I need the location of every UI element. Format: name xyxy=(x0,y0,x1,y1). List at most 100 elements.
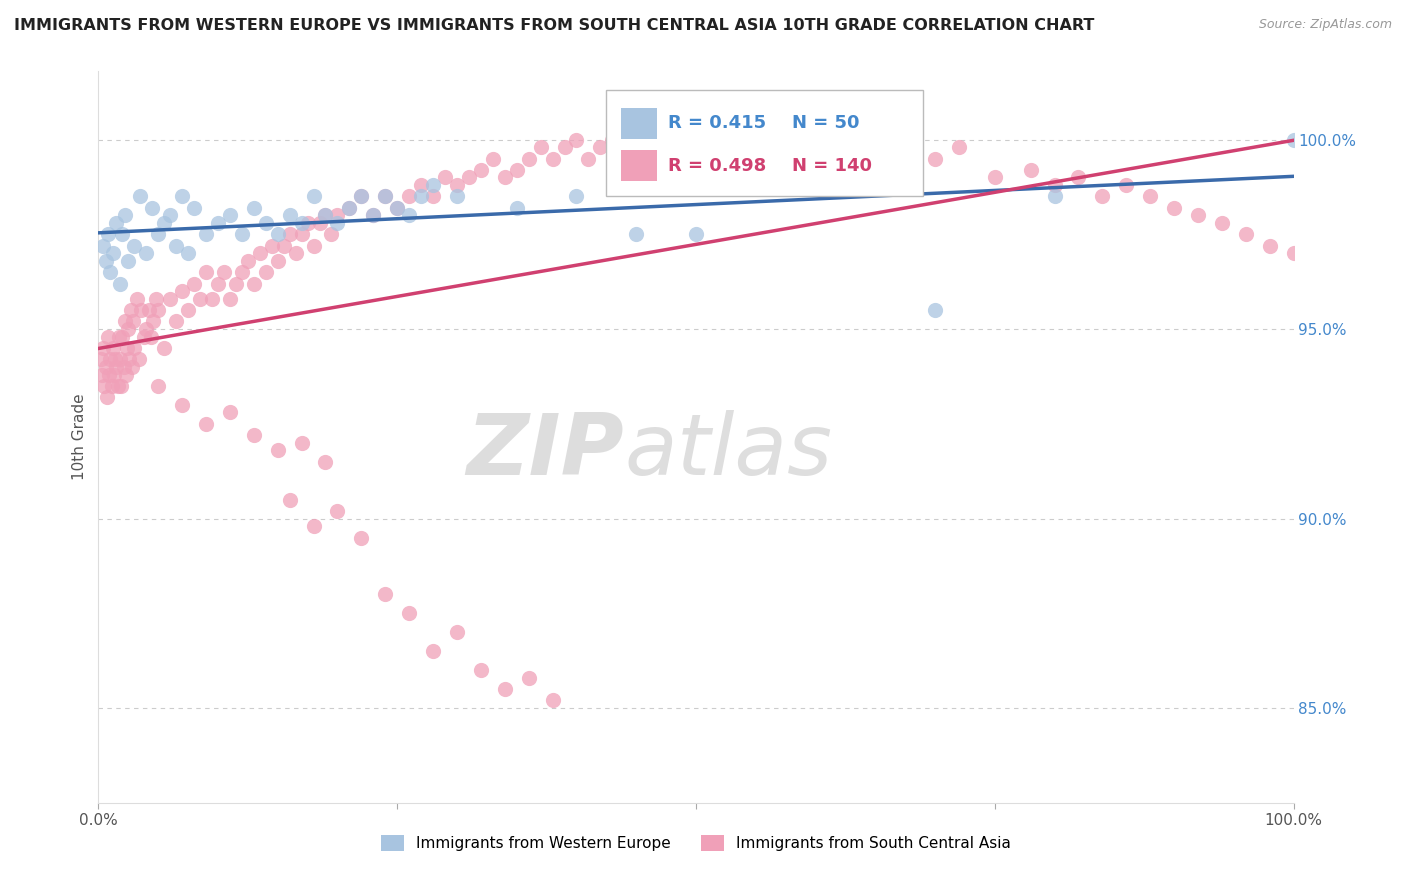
Point xyxy=(589,140,612,154)
Point xyxy=(374,587,396,601)
Text: R = 0.498: R = 0.498 xyxy=(668,157,766,175)
Point xyxy=(446,189,468,203)
Text: ZIP: ZIP xyxy=(467,410,624,493)
Text: N = 50: N = 50 xyxy=(792,114,859,132)
Point xyxy=(578,152,600,166)
Point xyxy=(626,227,648,242)
Point xyxy=(124,341,146,355)
Point xyxy=(446,178,468,192)
Point xyxy=(114,314,136,328)
Point xyxy=(145,292,167,306)
Point xyxy=(602,132,624,146)
Point xyxy=(470,663,492,677)
Point xyxy=(148,303,170,318)
Text: IMMIGRANTS FROM WESTERN EUROPE VS IMMIGRANTS FROM SOUTH CENTRAL ASIA 10TH GRADE : IMMIGRANTS FROM WESTERN EUROPE VS IMMIGR… xyxy=(14,18,1094,33)
Point xyxy=(302,519,325,533)
Point xyxy=(434,170,457,185)
Point xyxy=(422,189,444,203)
Point xyxy=(108,277,131,291)
Point xyxy=(530,140,553,154)
Point xyxy=(112,359,135,374)
Point xyxy=(302,238,325,252)
Point xyxy=(745,132,768,146)
Point xyxy=(685,132,707,146)
Point xyxy=(207,216,229,230)
Point xyxy=(148,227,170,242)
Y-axis label: 10th Grade: 10th Grade xyxy=(72,393,87,481)
Point xyxy=(249,246,271,260)
Point xyxy=(1043,178,1066,192)
Point xyxy=(267,253,290,268)
Point xyxy=(321,227,343,242)
Point xyxy=(278,227,301,242)
Point xyxy=(135,246,157,260)
Legend: Immigrants from Western Europe, Immigrants from South Central Asia: Immigrants from Western Europe, Immigran… xyxy=(374,830,1018,857)
Point xyxy=(446,625,468,640)
Point xyxy=(236,253,259,268)
Point xyxy=(97,329,120,343)
Point xyxy=(411,189,433,203)
Point xyxy=(159,208,181,222)
Point xyxy=(385,201,409,215)
Point xyxy=(260,238,283,252)
Point xyxy=(231,227,253,242)
Text: Source: ZipAtlas.com: Source: ZipAtlas.com xyxy=(1258,18,1392,31)
Point xyxy=(101,341,124,355)
Point xyxy=(1115,178,1137,192)
Point xyxy=(177,303,200,318)
FancyBboxPatch shape xyxy=(606,90,922,195)
Point xyxy=(195,417,218,431)
Point xyxy=(278,492,301,507)
Point xyxy=(1019,162,1042,177)
Point xyxy=(470,162,492,177)
Point xyxy=(107,379,129,393)
Point xyxy=(984,170,1007,185)
Point xyxy=(363,208,385,222)
Point xyxy=(565,189,588,203)
Point xyxy=(172,398,194,412)
Point xyxy=(554,140,576,154)
Point xyxy=(105,216,128,230)
Point xyxy=(98,352,122,367)
Point xyxy=(948,140,970,154)
Point xyxy=(153,341,176,355)
Point xyxy=(326,504,349,518)
Point xyxy=(243,277,266,291)
Point xyxy=(254,216,277,230)
Point xyxy=(804,152,827,166)
Point xyxy=(141,201,163,215)
Point xyxy=(297,216,319,230)
Point xyxy=(96,390,118,404)
Point xyxy=(114,208,136,222)
Point xyxy=(398,189,420,203)
Point xyxy=(291,227,314,242)
Point xyxy=(195,265,218,279)
Point xyxy=(183,201,205,215)
Point xyxy=(97,227,120,242)
Point xyxy=(308,216,330,230)
Point xyxy=(1187,208,1209,222)
Point xyxy=(291,435,314,450)
Point xyxy=(924,152,946,166)
Point xyxy=(506,201,529,215)
Point xyxy=(541,693,564,707)
Point xyxy=(517,671,540,685)
Point xyxy=(267,443,290,458)
Point xyxy=(565,132,588,146)
Point xyxy=(291,216,314,230)
Point xyxy=(225,277,247,291)
Point xyxy=(302,189,325,203)
Text: atlas: atlas xyxy=(624,410,832,493)
Point xyxy=(374,189,396,203)
Point xyxy=(118,352,141,367)
Point xyxy=(115,368,138,382)
Point xyxy=(626,140,648,154)
Point xyxy=(273,238,295,252)
Point xyxy=(637,132,659,146)
Point xyxy=(120,303,142,318)
Point xyxy=(207,277,229,291)
Point xyxy=(780,152,803,166)
Point xyxy=(117,322,139,336)
Point xyxy=(165,314,187,328)
Point xyxy=(117,253,139,268)
